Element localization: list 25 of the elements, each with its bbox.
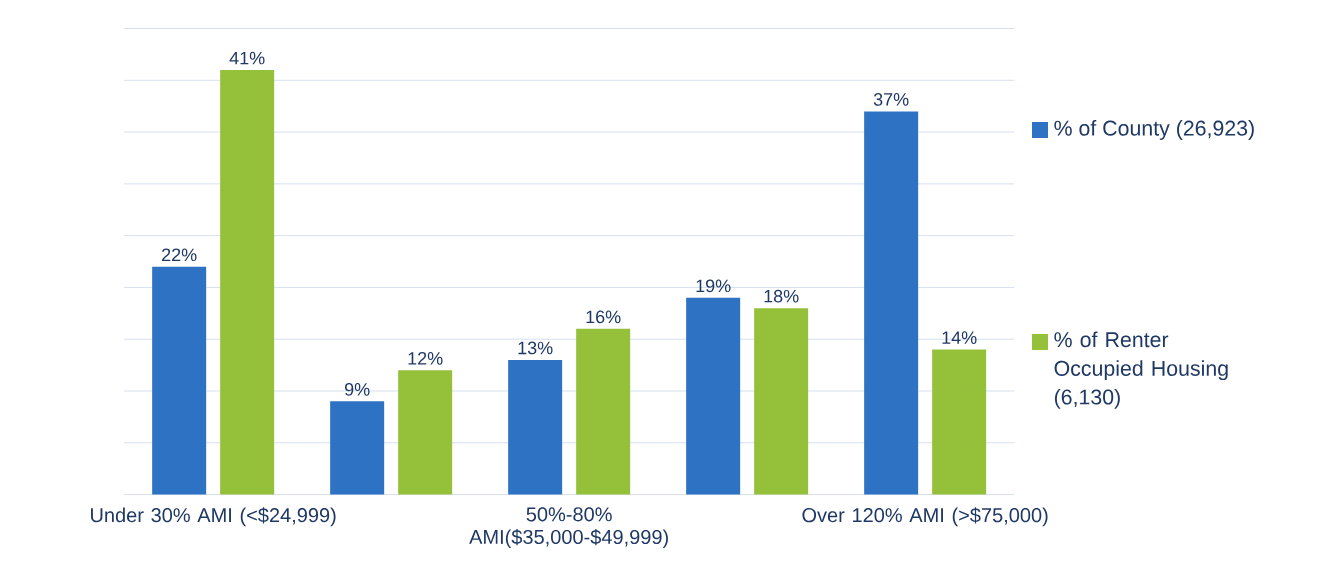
data-label: 9% <box>344 382 370 396</box>
x-tick-label: Over 120% AMI (>$75,000) <box>802 507 1048 527</box>
bar <box>152 266 207 495</box>
legend-label: % of County (26,923) <box>1054 120 1254 140</box>
legend-label: % of Renter Occupied Housing (6,130) <box>1054 331 1228 409</box>
data-label: 16% <box>586 310 621 324</box>
data-label: 41% <box>229 51 265 65</box>
bar <box>864 111 919 495</box>
data-label: 13% <box>518 341 553 355</box>
bar <box>576 328 631 495</box>
bar <box>330 401 385 495</box>
x-tick-label: Under 30% AMI (<$24,999) <box>91 507 336 527</box>
data-label: 14% <box>942 331 977 344</box>
bar <box>686 297 741 495</box>
data-label: 19% <box>696 279 731 293</box>
data-label: 37% <box>873 93 909 106</box>
data-label: 12% <box>408 351 443 365</box>
bar <box>932 349 987 495</box>
bar <box>220 69 275 495</box>
data-label: 22% <box>162 248 197 262</box>
bar <box>754 308 809 495</box>
bar <box>398 370 453 495</box>
bar <box>508 359 563 495</box>
x-tick-label: 50%-80% AMI($35,000-$49,999) <box>469 507 668 549</box>
data-label: 18% <box>764 289 799 303</box>
